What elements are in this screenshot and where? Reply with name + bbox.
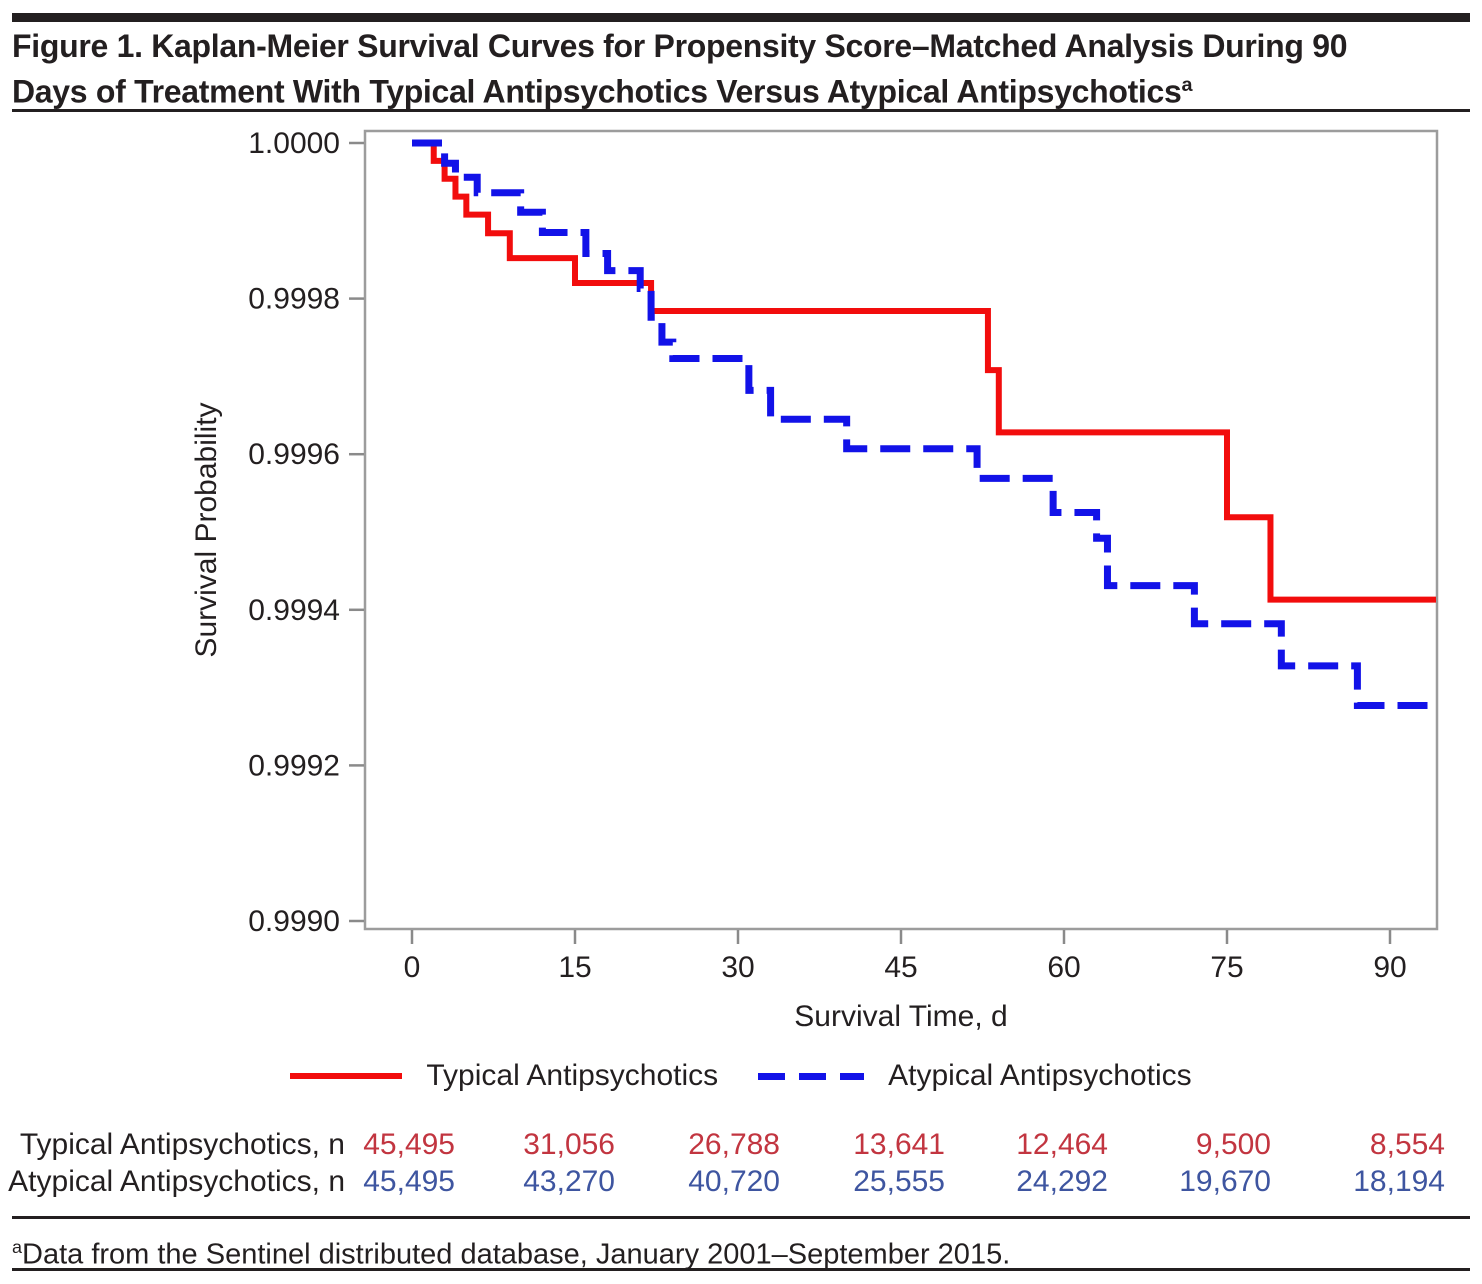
title-divider-rule [12, 109, 1470, 112]
legend-label-atypical: Atypical Antipsychotics [888, 1059, 1192, 1092]
at-risk-row-atypical: Atypical Antipsychotics, n 45,495 43,270 4… [0, 1163, 1482, 1201]
at-risk-value: 25,555 [853, 1165, 945, 1198]
curve-atypical [412, 139, 1436, 709]
y-tick-label: 1.0000 [248, 127, 340, 160]
at-risk-value: 31,056 [523, 1128, 615, 1161]
x-tick-label: 0 [404, 951, 421, 984]
x-axis-title: Survival Time, d [794, 1000, 1008, 1033]
footnote: aData from the Sentinel distributed data… [12, 1230, 1470, 1272]
at-risk-row-typical: Typical Antipsychotics, n 45,495 31,056 26… [0, 1126, 1482, 1164]
y-tick-label: 0.9992 [248, 749, 340, 782]
at-risk-value: 43,270 [523, 1165, 615, 1198]
footnote-top-rule [12, 1216, 1470, 1219]
at-risk-label-typical: Typical Antipsychotics, n [19, 1128, 345, 1161]
at-risk-value: 19,670 [1179, 1165, 1271, 1198]
y-tick-label: 0.9996 [248, 438, 340, 471]
at-risk-value: 12,464 [1016, 1128, 1108, 1161]
plot-frame [363, 129, 1439, 931]
x-tick-label: 30 [721, 951, 754, 984]
figure-title-superscript: a [1181, 74, 1193, 96]
x-tick-label: 60 [1047, 951, 1080, 984]
at-risk-label-atypical: Atypical Antipsychotics, n [8, 1165, 345, 1198]
y-axis-title: Survival Probability [190, 402, 223, 658]
x-tick-label: 75 [1210, 951, 1243, 984]
x-tick-label: 45 [884, 951, 917, 984]
at-risk-value: 8,554 [1369, 1128, 1445, 1161]
top-rule [12, 13, 1470, 22]
figure-title: Figure 1. Kaplan-Meier Survival Curves f… [12, 27, 1474, 112]
legend-swatch-typical [290, 1073, 403, 1079]
at-risk-value: 24,292 [1016, 1165, 1108, 1198]
at-risk-value: 45,495 [363, 1128, 455, 1161]
figure-title-line2: Days of Treatment With Typical Antipsych… [12, 73, 1182, 110]
kaplan-meier-chart: 1.0000 0.9998 0.9996 0.9994 0.9992 0.9990 0 15 3… [248, 127, 1439, 984]
at-risk-value: 45,495 [363, 1165, 455, 1198]
legend-swatch-atypical [758, 1072, 865, 1080]
at-risk-value: 26,788 [688, 1128, 780, 1161]
y-tick-label: 0.9998 [248, 283, 340, 316]
at-risk-value: 40,720 [688, 1165, 780, 1198]
y-tick-label: 0.9990 [248, 905, 340, 938]
x-tick-label: 90 [1373, 951, 1406, 984]
figure-title-line1: Figure 1. Kaplan-Meier Survival Curves f… [12, 28, 1348, 64]
at-risk-value: 9,500 [1195, 1128, 1271, 1161]
footnote-superscript: a [12, 1237, 22, 1257]
at-risk-value: 13,641 [853, 1128, 945, 1161]
footnote-text: Data from the Sentinel distributed datab… [22, 1238, 1011, 1271]
curve-typical [412, 140, 1436, 603]
x-tick-label: 15 [558, 951, 591, 984]
legend-label-typical: Typical Antipsychotics [426, 1059, 719, 1092]
at-risk-value: 18,194 [1353, 1165, 1445, 1198]
chart-legend: Typical Antipsychotics Atypical Antipsyc… [0, 1056, 1482, 1096]
footnote-bottom-rule [12, 1268, 1470, 1271]
y-tick-label: 0.9994 [248, 594, 340, 627]
